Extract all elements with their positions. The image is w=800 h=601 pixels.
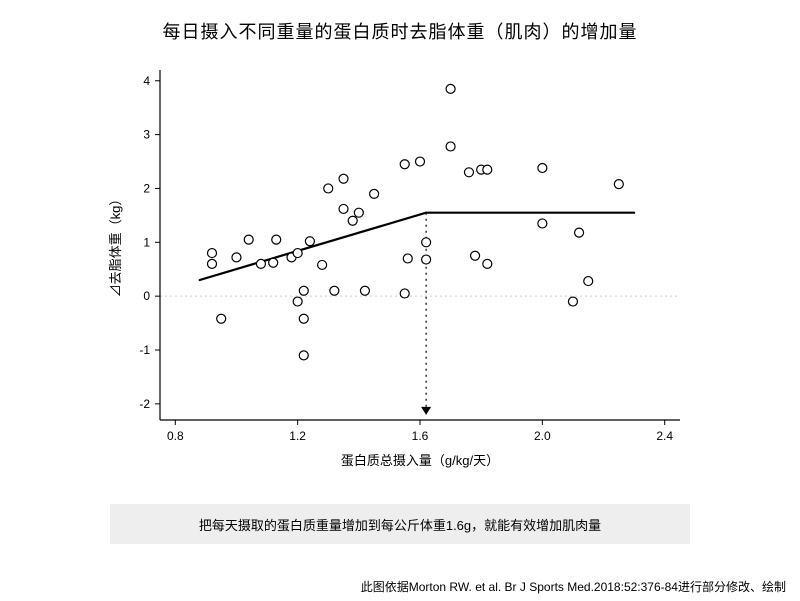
data-point (538, 219, 547, 228)
data-point (370, 189, 379, 198)
data-point (483, 259, 492, 268)
data-point (293, 249, 302, 258)
data-point (272, 235, 281, 244)
x-tick-label: 1.6 (412, 429, 429, 443)
data-point (464, 168, 473, 177)
x-tick-label: 0.8 (167, 429, 184, 443)
data-point (422, 255, 431, 264)
data-point (400, 160, 409, 169)
y-tick-label: 4 (143, 74, 150, 88)
caption-box: 把每天摄取的蛋白质重量增加到每公斤体重1.6g，就能有效增加肌肉量 (110, 504, 690, 544)
data-point (575, 228, 584, 237)
data-point (446, 84, 455, 93)
y-tick-label: 1 (143, 235, 150, 249)
y-tick-label: 2 (143, 181, 150, 195)
data-point (208, 259, 217, 268)
data-point (416, 157, 425, 166)
data-point (339, 174, 348, 183)
caption-text: 把每天摄取的蛋白质重量增加到每公斤体重1.6g，就能有效增加肌肉量 (199, 515, 601, 534)
data-point (299, 286, 308, 295)
data-point (244, 235, 253, 244)
x-tick-label: 2.0 (534, 429, 551, 443)
x-axis-label: 蛋白质总摄入量（g/kg/天） (341, 453, 499, 468)
x-tick-label: 2.4 (656, 429, 673, 443)
x-tick-label: 1.2 (289, 429, 306, 443)
trend-line (200, 213, 426, 280)
data-point (293, 297, 302, 306)
data-point (324, 184, 333, 193)
data-point (538, 164, 547, 173)
data-point (354, 208, 363, 217)
source-citation: 此图依据Morton RW. et al. Br J Sports Med.20… (361, 578, 786, 595)
data-point (269, 258, 278, 267)
data-point (299, 314, 308, 323)
data-point (568, 297, 577, 306)
data-point (232, 253, 241, 262)
drop-line-arrow-icon (421, 407, 431, 415)
data-point (584, 277, 593, 286)
y-tick-label: 0 (143, 289, 150, 303)
y-tick-label: -1 (139, 343, 150, 357)
data-point (614, 180, 623, 189)
y-tick-label: 3 (143, 128, 150, 142)
data-point (446, 142, 455, 151)
data-point (483, 165, 492, 174)
data-point (318, 260, 327, 269)
data-point (299, 351, 308, 360)
page-title: 每日摄入不同重量的蛋白质时去脂体重（肌肉）的增加量 (0, 18, 800, 44)
data-point (348, 216, 357, 225)
scatter-chart: -2 -1 0 1 2 3 4 0.8 1.2 1.6 2.0 2.4 蛋白质总摄入量（g/kg/天） ⊿… (100, 60, 700, 480)
data-point (217, 314, 226, 323)
data-point (422, 238, 431, 247)
data-point (305, 237, 314, 246)
data-point (360, 286, 369, 295)
data-point (339, 204, 348, 213)
data-point (400, 289, 409, 298)
data-point (471, 251, 480, 260)
data-point (256, 259, 265, 268)
y-tick-label: -2 (139, 397, 150, 411)
y-axis-label: ⊿去脂体重（kg） (108, 193, 123, 298)
data-point (208, 249, 217, 258)
data-point (330, 286, 339, 295)
data-point (403, 254, 412, 263)
